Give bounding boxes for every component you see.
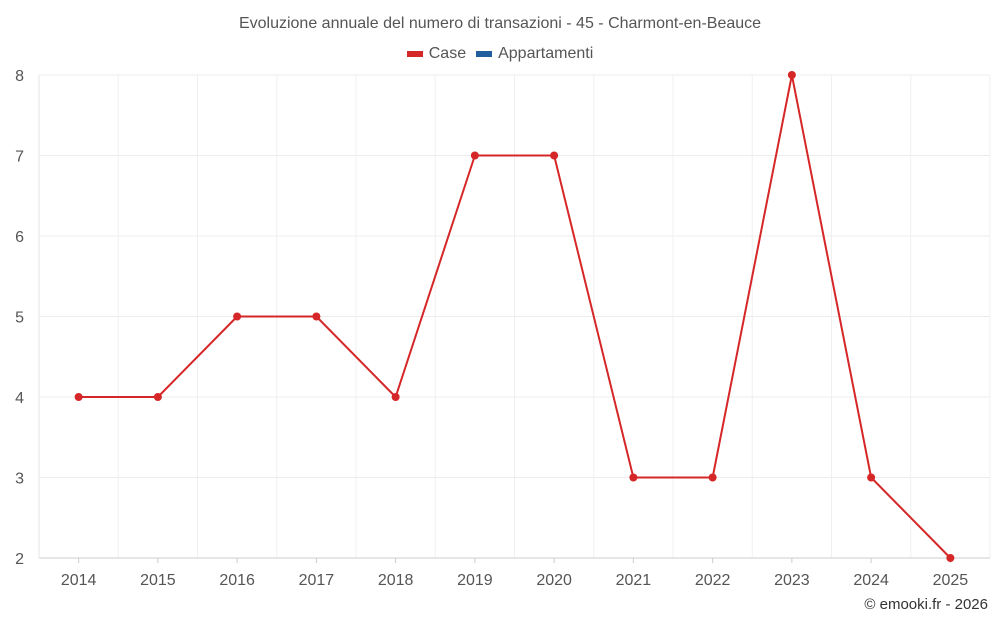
y-tick-label: 8	[15, 68, 24, 85]
series-layer	[74, 71, 955, 562]
grid-lines	[38, 74, 991, 559]
x-tick-label: 2019	[457, 572, 493, 589]
data-point-case[interactable]	[708, 473, 717, 482]
x-tick-label: 2018	[378, 572, 414, 589]
legend: Case Appartamenti	[0, 45, 1000, 63]
data-point-case[interactable]	[946, 554, 955, 562]
data-point-case[interactable]	[470, 151, 479, 160]
data-point-case[interactable]	[312, 312, 321, 321]
data-point-case[interactable]	[550, 151, 559, 160]
data-point-case[interactable]	[867, 473, 876, 482]
legend-swatch-case	[406, 51, 423, 57]
x-tick-label: 2020	[536, 572, 572, 589]
legend-item-case[interactable]: Case	[406, 45, 467, 63]
y-tick-label: 4	[15, 390, 24, 407]
data-point-case[interactable]	[391, 393, 400, 401]
y-tick-label: 7	[15, 149, 24, 166]
y-axis-tick-labels: 2 3 4 5 6 7 8	[15, 68, 24, 568]
x-tick-label: 2017	[299, 572, 335, 589]
data-point-case[interactable]	[233, 312, 242, 321]
data-point-case[interactable]	[153, 393, 162, 401]
axes	[38, 75, 990, 563]
legend-label-appartamenti: Appartamenti	[498, 45, 594, 62]
x-axis-tick-labels: 2014 2015 2016 2017 2018 2019 2020 2021 2022 2023…	[61, 572, 968, 589]
y-tick-label: 5	[15, 310, 24, 327]
y-tick-label: 3	[15, 471, 24, 488]
x-tick-label: 2022	[695, 572, 731, 589]
legend-swatch-appartamenti	[476, 51, 493, 57]
x-tick-label: 2016	[219, 572, 255, 589]
chart-title: Evoluzione annuale del numero di transaz…	[238, 15, 762, 32]
y-tick-label: 2	[15, 551, 24, 568]
credit-text: © emooki.fr - 2026	[864, 596, 988, 613]
x-tick-label: 2025	[933, 572, 969, 589]
series-line-case	[78, 74, 952, 559]
x-tick-label: 2023	[774, 572, 810, 589]
x-tick-label: 2021	[616, 572, 652, 589]
legend-item-appartamenti[interactable]: Appartamenti	[476, 45, 593, 63]
legend-label-case: Case	[428, 45, 467, 62]
x-tick-label: 2024	[853, 572, 889, 589]
data-point-case[interactable]	[629, 473, 638, 482]
data-point-case[interactable]	[787, 71, 796, 79]
data-point-case[interactable]	[74, 393, 83, 401]
x-tick-label: 2014	[61, 572, 97, 589]
y-tick-label: 6	[15, 229, 24, 246]
x-tick-label: 2015	[140, 572, 176, 589]
